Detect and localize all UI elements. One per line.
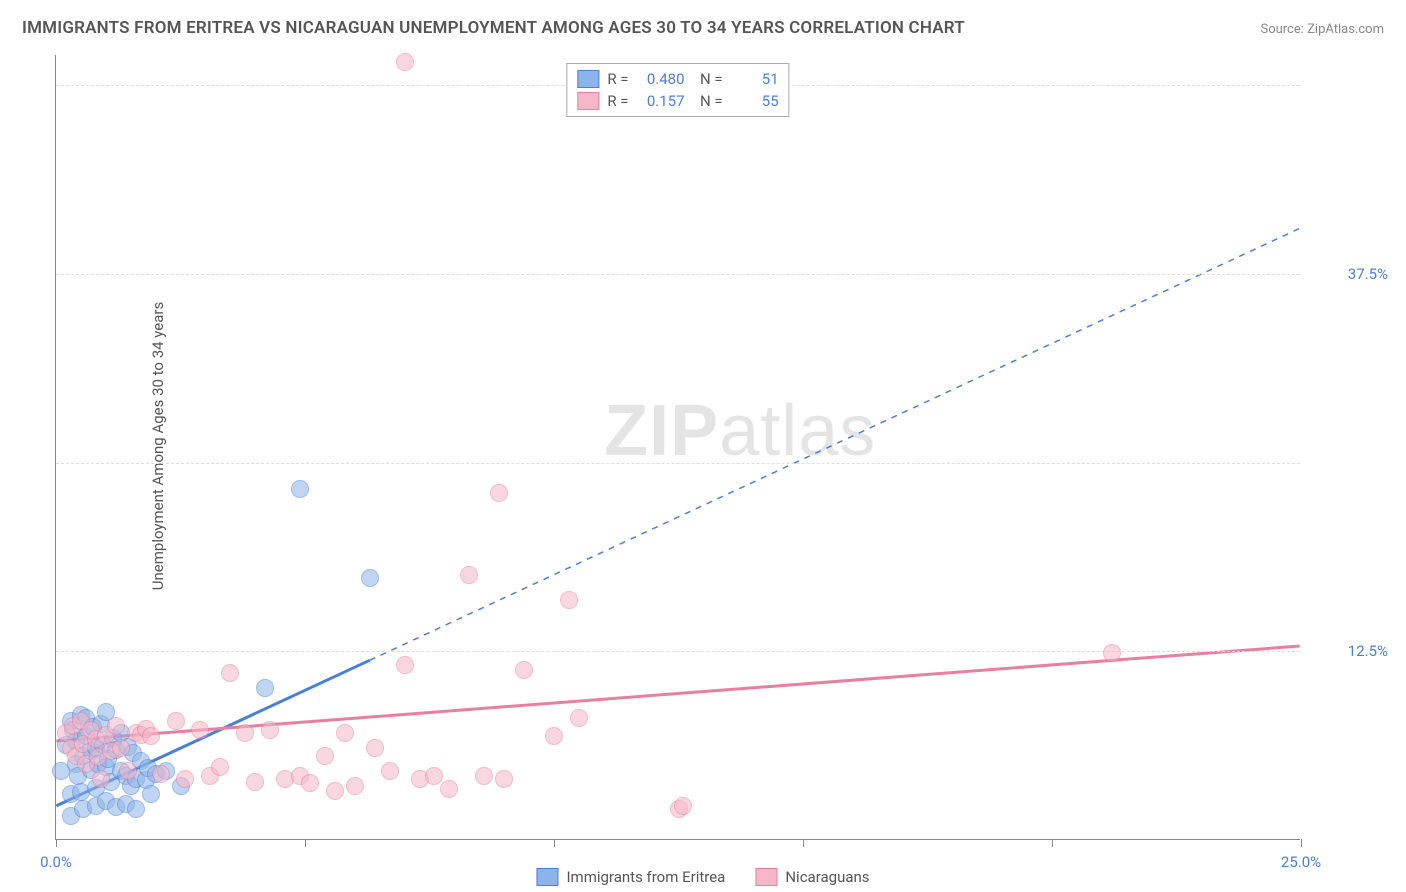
- scatter-plot: ZIPatlas R =0.480 N =51 R =0.157 N =55 1…: [55, 55, 1300, 840]
- x-tick: [305, 839, 306, 847]
- data-point: [112, 739, 130, 757]
- data-point: [570, 709, 588, 727]
- data-point: [674, 797, 692, 815]
- data-point: [107, 717, 125, 735]
- data-point: [515, 661, 533, 679]
- data-point: [221, 664, 239, 682]
- legend-label-0: Immigrants from Eritrea: [566, 868, 725, 886]
- gridline: [56, 463, 1300, 464]
- data-point: [326, 782, 344, 800]
- data-point: [316, 747, 334, 765]
- x-tick: [1052, 839, 1053, 847]
- data-point: [396, 656, 414, 674]
- legend-swatch-1: [755, 868, 777, 886]
- data-point: [361, 569, 379, 587]
- data-point: [261, 721, 279, 739]
- x-tick: [803, 839, 804, 847]
- data-point: [425, 767, 443, 785]
- data-point: [490, 484, 508, 502]
- data-point: [127, 800, 145, 818]
- y-tick-label: 12.5%: [1308, 642, 1388, 660]
- data-point: [460, 566, 478, 584]
- gridline: [56, 274, 1300, 275]
- data-point: [396, 53, 414, 71]
- stats-row-1: R =0.157 N =55: [577, 90, 778, 112]
- data-point: [142, 727, 160, 745]
- data-point: [167, 712, 185, 730]
- data-point: [301, 774, 319, 792]
- data-point: [475, 767, 493, 785]
- n-value-1: 55: [731, 92, 779, 110]
- swatch-eritrea: [577, 70, 599, 88]
- data-point: [291, 480, 309, 498]
- legend-item-1: Nicaraguans: [755, 868, 869, 886]
- n-value-0: 51: [731, 70, 779, 88]
- trend-lines: [56, 55, 1300, 839]
- data-point: [142, 785, 160, 803]
- data-point: [176, 770, 194, 788]
- swatch-nicaraguan: [577, 92, 599, 110]
- data-point: [560, 591, 578, 609]
- data-point: [191, 721, 209, 739]
- stats-row-0: R =0.480 N =51: [577, 68, 778, 90]
- data-point: [440, 780, 458, 798]
- legend-swatch-0: [536, 868, 558, 886]
- y-tick-label: 37.5%: [1308, 265, 1388, 283]
- x-tick: [56, 839, 57, 847]
- r-value-1: 0.157: [637, 92, 685, 110]
- watermark: ZIPatlas: [604, 390, 876, 472]
- data-point: [495, 770, 513, 788]
- x-tick: [554, 839, 555, 847]
- data-point: [545, 727, 563, 745]
- data-point: [119, 762, 137, 780]
- legend-item-0: Immigrants from Eritrea: [536, 868, 725, 886]
- data-point: [211, 758, 229, 776]
- x-tick-label: 0.0%: [40, 853, 72, 871]
- data-point: [92, 770, 110, 788]
- data-point: [152, 765, 170, 783]
- r-value-0: 0.480: [637, 70, 685, 88]
- stats-legend: R =0.480 N =51 R =0.157 N =55: [566, 63, 789, 117]
- legend-label-1: Nicaraguans: [785, 868, 869, 886]
- data-point: [346, 777, 364, 795]
- data-point: [366, 739, 384, 757]
- data-point: [336, 724, 354, 742]
- data-point: [256, 679, 274, 697]
- series-legend: Immigrants from Eritrea Nicaraguans: [536, 868, 869, 886]
- data-point: [381, 762, 399, 780]
- source-label: Source: ZipAtlas.com: [1260, 22, 1384, 37]
- data-point: [236, 724, 254, 742]
- data-point: [1103, 644, 1121, 662]
- x-tick-label: 25.0%: [1281, 853, 1321, 871]
- chart-title: IMMIGRANTS FROM ERITREA VS NICARAGUAN UN…: [22, 18, 965, 38]
- x-tick: [1301, 839, 1302, 847]
- data-point: [246, 773, 264, 791]
